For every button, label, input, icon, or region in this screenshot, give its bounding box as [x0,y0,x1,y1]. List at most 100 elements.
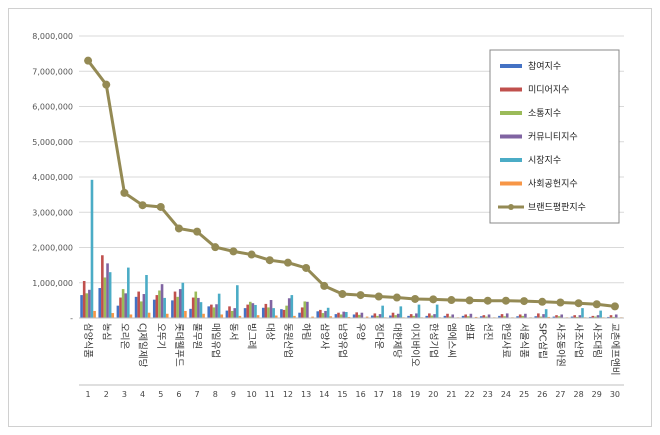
bar-소통지수 [285,305,288,318]
bar-소통지수 [485,316,488,318]
bar-미디어지수 [300,307,304,318]
bar-소통지수 [85,293,89,318]
x-rank-label: 11 [265,390,275,399]
bar-미디어지수 [428,313,431,318]
bar-사회공헌지수 [238,315,242,318]
bar-소통지수 [503,316,506,318]
x-rank-label: 26 [537,390,547,399]
bar-미디어지수 [500,314,504,318]
bar-커뮤니티지수 [215,304,218,318]
bar-참여지수 [607,316,610,318]
bar-커뮤니티지수 [415,313,418,318]
bar-시장지수 [435,304,439,318]
brand-index-point [102,80,111,89]
bar-참여지수 [116,305,120,318]
bar-시장지수 [581,308,584,318]
x-rank-label: 9 [231,390,236,399]
bar-소통지수 [376,315,379,318]
brand-index-point [265,256,274,265]
x-category-label: 매일유업 [209,323,221,358]
bar-시장지수 [544,309,548,318]
bar-참여지수 [243,308,247,318]
bar-커뮤니티지수 [251,303,255,318]
bar-사회공헌지수 [256,315,260,318]
bar-소통지수 [412,315,416,318]
x-category-label: 오리온 [118,323,129,349]
bar-소통지수 [303,301,307,318]
brand-index-point [138,201,147,210]
bar-미디어지수 [337,312,340,318]
brand-index-point [501,296,510,305]
bar-커뮤니티지수 [469,313,473,318]
bar-소통지수 [448,316,452,318]
bar-시장지수 [272,308,275,318]
bar-사회공헌지수 [365,316,369,318]
bar-커뮤니티지수 [505,313,509,318]
x-rank-label: 30 [610,390,620,399]
x-category-label: 선진 [482,323,493,340]
brand-index-point [429,295,438,304]
bar-소통지수 [230,310,234,318]
bar-소통지수 [158,290,161,318]
x-category-label: 교촌에프앤비 [609,323,620,375]
legend-swatch [500,64,522,68]
x-category-label: 이지바이오 [409,323,420,367]
bar-커뮤니티지수 [596,315,600,318]
brand-index-point [193,227,202,236]
bar-참여지수 [461,315,465,318]
x-rank-label: 4 [140,390,145,399]
legend-swatch [500,111,522,115]
bar-커뮤니티지수 [487,314,491,318]
bar-미디어지수 [573,315,576,318]
bar-미디어지수 [228,306,231,318]
x-rank-label: 25 [519,390,529,399]
y-tick-label: 5,000,000 [32,138,73,147]
bar-커뮤니티지수 [124,293,128,318]
bar-참여지수 [207,306,211,318]
bar-커뮤니티지수 [560,314,564,318]
bar-커뮤니티지수 [396,313,400,318]
x-category-label: CJ제일제당 [137,323,148,368]
bar-커뮤니티지수 [233,308,237,318]
x-category-label: 남양유업 [336,323,348,358]
brand-index-point [538,297,547,306]
bar-미디어지수 [464,314,467,318]
x-category-label: 한일사료 [500,323,511,358]
bar-참여지수 [98,288,102,318]
bar-시장지수 [290,295,294,318]
bar-시장지수 [108,272,112,318]
bar-커뮤니티지수 [142,294,146,318]
bar-참여지수 [443,315,447,318]
legend-label: 소통지수 [528,108,561,119]
bar-사회공헌지수 [274,315,278,318]
x-category-label: 엠에스씨 [445,323,457,358]
x-category-label: 사조산업 [573,323,585,358]
bar-미디어지수 [537,313,540,318]
brand-index-point [229,247,238,256]
x-rank-label: 14 [319,390,329,399]
legend-label: 참여지수 [528,60,561,72]
brand-index-point [356,291,365,300]
bar-소통지수 [394,315,397,318]
bar-커뮤니티지수 [324,310,327,318]
bar-미디어지수 [119,297,122,318]
legend-label: 커뮤니티지수 [528,132,578,143]
x-rank-label: 28 [573,390,583,399]
bar-커뮤니티지수 [269,300,273,318]
x-rank-label: 2 [104,390,109,399]
bar-소통지수 [430,315,434,318]
bar-소통지수 [176,296,179,318]
chart-frame: - 1,000,000 2,000,000 3,000,000 4,000,000 5,0… [8,8,652,427]
bar-참여지수 [280,309,283,318]
bar-참여지수 [370,315,374,318]
x-rank-label: 27 [555,390,565,399]
brand-index-point [211,243,220,252]
brand-index-line [84,56,619,311]
bar-소통지수 [612,316,615,318]
x-category-label: 롯데웰푸드 [173,323,184,367]
bar-소통지수 [357,314,361,318]
y-tick-label: 1,000,000 [32,279,73,288]
bar-미디어지수 [555,315,558,318]
bar-시장지수 [163,297,166,318]
bar-시장지수 [254,304,257,318]
